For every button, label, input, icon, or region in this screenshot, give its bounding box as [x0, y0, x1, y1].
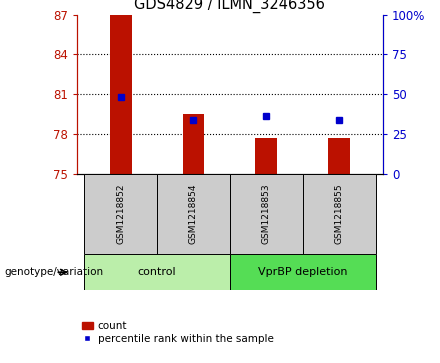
FancyBboxPatch shape — [157, 174, 230, 254]
Text: VprBP depletion: VprBP depletion — [258, 267, 348, 277]
FancyBboxPatch shape — [230, 254, 375, 290]
Text: GSM1218852: GSM1218852 — [116, 184, 125, 244]
FancyBboxPatch shape — [230, 174, 303, 254]
Text: GSM1218854: GSM1218854 — [189, 184, 198, 244]
Text: genotype/variation: genotype/variation — [4, 267, 103, 277]
Text: GSM1218853: GSM1218853 — [262, 184, 271, 245]
Bar — [110, 15, 132, 174]
Legend: count, percentile rank within the sample: count, percentile rank within the sample — [82, 321, 274, 344]
FancyBboxPatch shape — [303, 174, 375, 254]
FancyBboxPatch shape — [84, 174, 157, 254]
Title: GDS4829 / ILMN_3246356: GDS4829 / ILMN_3246356 — [135, 0, 325, 13]
Text: control: control — [138, 267, 176, 277]
Bar — [328, 138, 350, 174]
Bar — [255, 138, 277, 174]
FancyBboxPatch shape — [84, 254, 230, 290]
Text: GSM1218855: GSM1218855 — [334, 184, 344, 245]
Bar — [183, 114, 205, 174]
